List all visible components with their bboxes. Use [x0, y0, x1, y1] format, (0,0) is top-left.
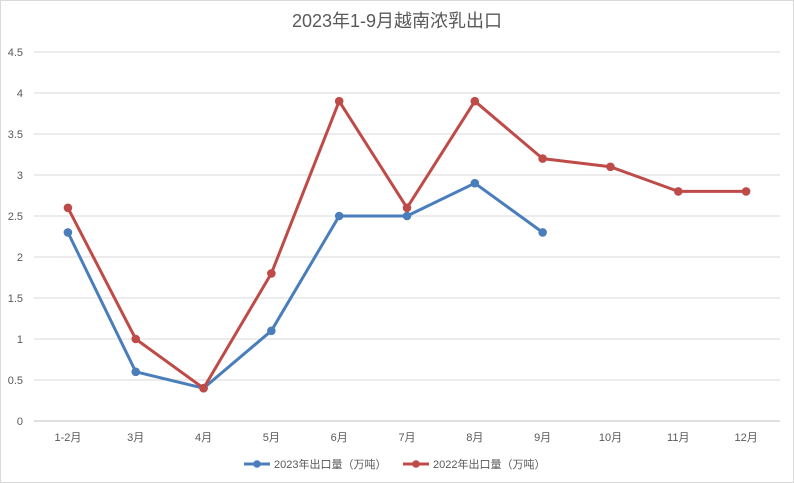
x-tick-label: 3月 [127, 432, 144, 444]
data-point-series-0 [267, 326, 276, 336]
data-point-series-1 [402, 203, 412, 213]
data-point-series-1 [673, 187, 683, 196]
legend: 2023年出口量（万吨） 2022年出口量（万吨） [244, 457, 545, 471]
y-tick-label: 1 [17, 334, 23, 346]
data-point-series-1 [606, 162, 615, 172]
data-point-series-1 [470, 96, 480, 106]
legend-swatch-marker [253, 460, 261, 468]
x-axis-ticks: 1-2月 3月 4月 5月 6月 7月 8月 9月 10月 11月 12月 [54, 432, 757, 444]
series-line-1 [66, 99, 748, 390]
data-point-series-1 [334, 96, 344, 106]
data-point-series-1 [267, 269, 276, 278]
data-point-series-0 [131, 367, 141, 377]
y-tick-label: 2 [17, 252, 23, 264]
data-point-series-1 [131, 334, 141, 344]
data-point-series-0 [402, 211, 412, 221]
legend-swatch-marker [412, 460, 420, 468]
data-point-series-0 [334, 211, 344, 221]
gridlines [34, 51, 780, 422]
y-axis-ticks: 0 0.5 1 1.5 2 2.5 3 3.5 4 4.5 [8, 47, 23, 428]
legend-label: 2022年出口量（万吨） [433, 457, 545, 471]
x-tick-label: 10月 [599, 432, 622, 444]
x-tick-label: 12月 [734, 432, 757, 444]
y-tick-label: 4.5 [8, 47, 23, 59]
y-tick-label: 0 [17, 416, 23, 428]
data-point-series-1 [741, 187, 751, 196]
legend-label: 2023年出口量（万吨） [274, 457, 386, 471]
data-point-series-0 [470, 178, 480, 188]
x-tick-label: 8月 [466, 432, 483, 444]
x-tick-label: 5月 [263, 432, 280, 444]
x-tick-label: 11月 [667, 432, 689, 444]
y-tick-label: 2.5 [8, 211, 23, 223]
x-tick-label: 1-2月 [54, 432, 81, 444]
y-tick-label: 3 [17, 170, 23, 182]
series-lines [63, 96, 751, 393]
x-tick-label: 6月 [331, 432, 348, 444]
data-point-series-0 [538, 228, 547, 237]
chart-title: 2023年1-9月越南浓乳出口 [292, 11, 502, 31]
y-tick-label: 4 [17, 88, 23, 100]
x-tick-label: 4月 [195, 432, 212, 444]
y-tick-label: 1.5 [8, 293, 23, 305]
x-tick-label: 9月 [534, 432, 551, 444]
data-point-series-1 [63, 203, 73, 213]
series-line-0 [66, 181, 545, 390]
y-tick-label: 0.5 [8, 375, 23, 387]
x-tick-label: 7月 [398, 432, 415, 444]
data-point-series-1 [538, 154, 547, 163]
data-point-series-1 [199, 383, 208, 393]
data-point-series-0 [63, 228, 73, 237]
y-tick-label: 3.5 [8, 129, 23, 141]
